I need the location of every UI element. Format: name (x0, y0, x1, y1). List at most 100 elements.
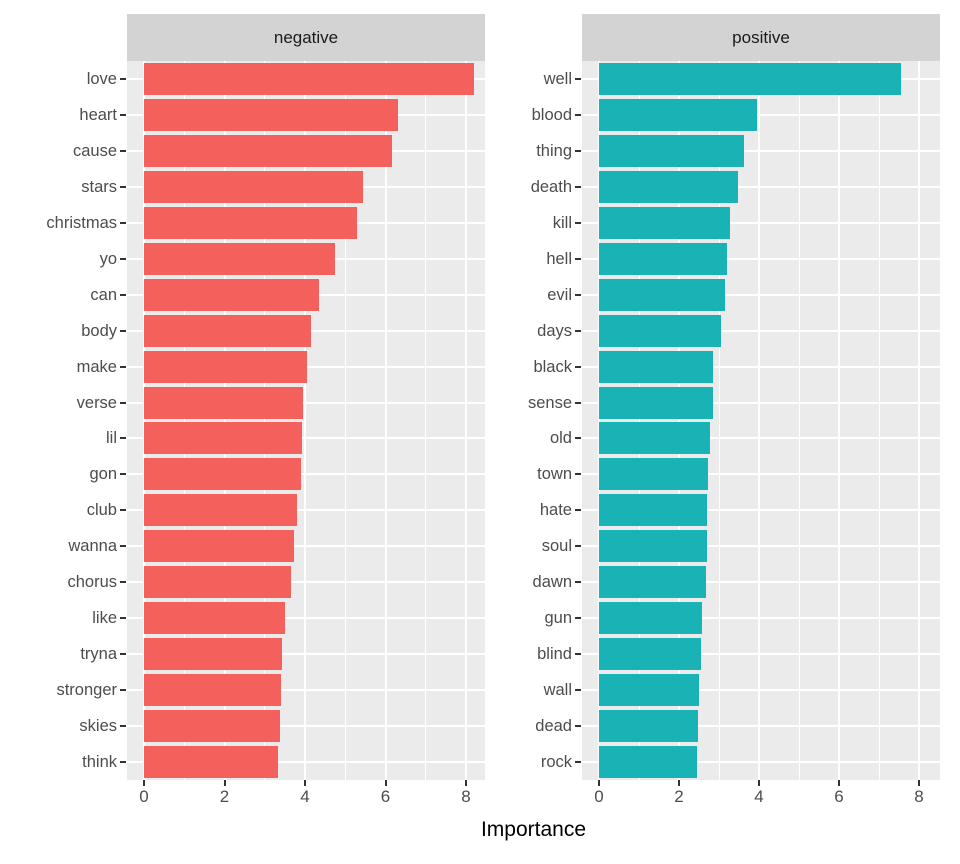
y-tick-kill (575, 221, 581, 224)
x-tick-positive-8 (918, 780, 920, 786)
y-tick-wanna (120, 545, 126, 548)
bar-think (144, 746, 279, 779)
major-gridline-x6 (384, 61, 387, 780)
major-gridline-y-dawn (582, 581, 940, 584)
y-label-soul: soul (541, 537, 572, 556)
major-gridline-y-dead (582, 725, 940, 728)
y-label-wanna: wanna (68, 537, 117, 556)
y-label-christmas: christmas (46, 213, 117, 232)
bar-tryna (144, 638, 283, 671)
bar-verse (144, 386, 303, 419)
major-gridline-y-stronger (127, 689, 485, 692)
y-tick-wall (575, 689, 581, 692)
y-tick-think (120, 761, 126, 764)
bar-town (599, 458, 709, 491)
bar-lil (144, 422, 302, 455)
minor-gridline-x7 (425, 61, 427, 780)
x-tick-negative-0 (143, 780, 145, 786)
major-gridline-y-sense (582, 401, 940, 404)
bar-wanna (144, 530, 294, 563)
y-tick-blood (575, 113, 581, 116)
major-gridline-y-wanna (127, 545, 485, 548)
y-label-yo: yo (99, 249, 117, 268)
x-tick-negative-2 (223, 780, 226, 786)
y-tick-dead (575, 725, 581, 728)
bar-skies (144, 710, 280, 743)
bar-blood (599, 98, 757, 131)
major-gridline-y-gun (582, 617, 940, 620)
bar-stronger (144, 674, 281, 707)
y-label-rock: rock (540, 753, 572, 772)
y-label-days: days (537, 321, 572, 340)
y-label-well: well (543, 69, 572, 88)
y-tick-love (120, 77, 126, 80)
major-gridline-x0 (143, 61, 145, 780)
y-label-body: body (81, 321, 117, 340)
bar-gon (144, 458, 301, 491)
bar-hate (599, 494, 708, 527)
minor-gridline-x1 (183, 61, 185, 780)
major-gridline-y-days (582, 329, 940, 332)
y-tick-can (120, 293, 126, 296)
bar-blind (599, 638, 701, 671)
bar-cause (144, 134, 392, 167)
facet-strip-label-positive: positive (732, 27, 790, 47)
major-gridline-y-club (127, 509, 485, 512)
bar-like (144, 602, 285, 635)
bar-christmas (144, 206, 358, 239)
major-gridline-x2 (678, 61, 680, 780)
y-tick-stronger (120, 689, 126, 692)
major-gridline-y-tryna (127, 653, 485, 656)
bar-body (144, 314, 312, 347)
y-tick-evil (575, 293, 581, 296)
bar-gun (599, 602, 703, 635)
y-label-sense: sense (527, 393, 572, 412)
bar-club (144, 494, 297, 527)
bar-heart (144, 98, 398, 131)
major-gridline-y-death (582, 185, 940, 188)
y-tick-thing (575, 149, 581, 152)
y-label-blood: blood (531, 105, 572, 124)
minor-gridline-x5 (798, 61, 800, 780)
facet-strip-negative: negative (127, 14, 485, 61)
y-label-tryna: tryna (80, 645, 117, 664)
major-gridline-y-hell (582, 257, 940, 260)
y-tick-make (120, 365, 126, 368)
y-label-kill: kill (552, 213, 572, 232)
minor-gridline-x3 (264, 61, 266, 780)
y-label-gon: gon (89, 465, 117, 484)
y-label-dead: dead (535, 717, 572, 736)
x-tick-label-negative-0: 0 (139, 787, 149, 806)
major-gridline-x8 (465, 61, 467, 780)
x-tick-label-positive-4: 4 (754, 787, 764, 806)
y-label-skies: skies (79, 717, 117, 736)
y-label-old: old (549, 429, 572, 448)
major-gridline-y-gon (127, 473, 485, 476)
bar-chorus (144, 566, 292, 599)
major-gridline-x4 (304, 61, 306, 780)
y-label-stronger: stronger (56, 681, 117, 700)
major-gridline-y-old (582, 437, 940, 440)
y-tick-hate (575, 509, 581, 512)
y-tick-gon (120, 473, 126, 476)
y-label-cause: cause (72, 141, 117, 160)
bar-kill (599, 206, 730, 239)
bar-love (144, 62, 475, 95)
bar-rock (599, 746, 697, 779)
major-gridline-x6 (838, 61, 840, 780)
y-label-dawn: dawn (532, 573, 572, 592)
x-tick-negative-8 (465, 780, 467, 786)
y-tick-chorus (120, 581, 126, 584)
minor-gridline-x7 (878, 61, 880, 780)
x-tick-label-negative-2: 2 (219, 787, 230, 806)
x-tick-positive-6 (838, 780, 840, 786)
y-label-like: like (92, 609, 117, 628)
y-tick-days (575, 329, 581, 332)
major-gridline-y-black (582, 365, 940, 368)
major-gridline-y-skies (127, 725, 485, 728)
y-label-chorus: chorus (67, 573, 117, 592)
y-tick-body (120, 329, 126, 332)
y-label-heart: heart (79, 105, 117, 124)
major-gridline-y-town (582, 473, 940, 476)
y-tick-tryna (120, 653, 126, 656)
